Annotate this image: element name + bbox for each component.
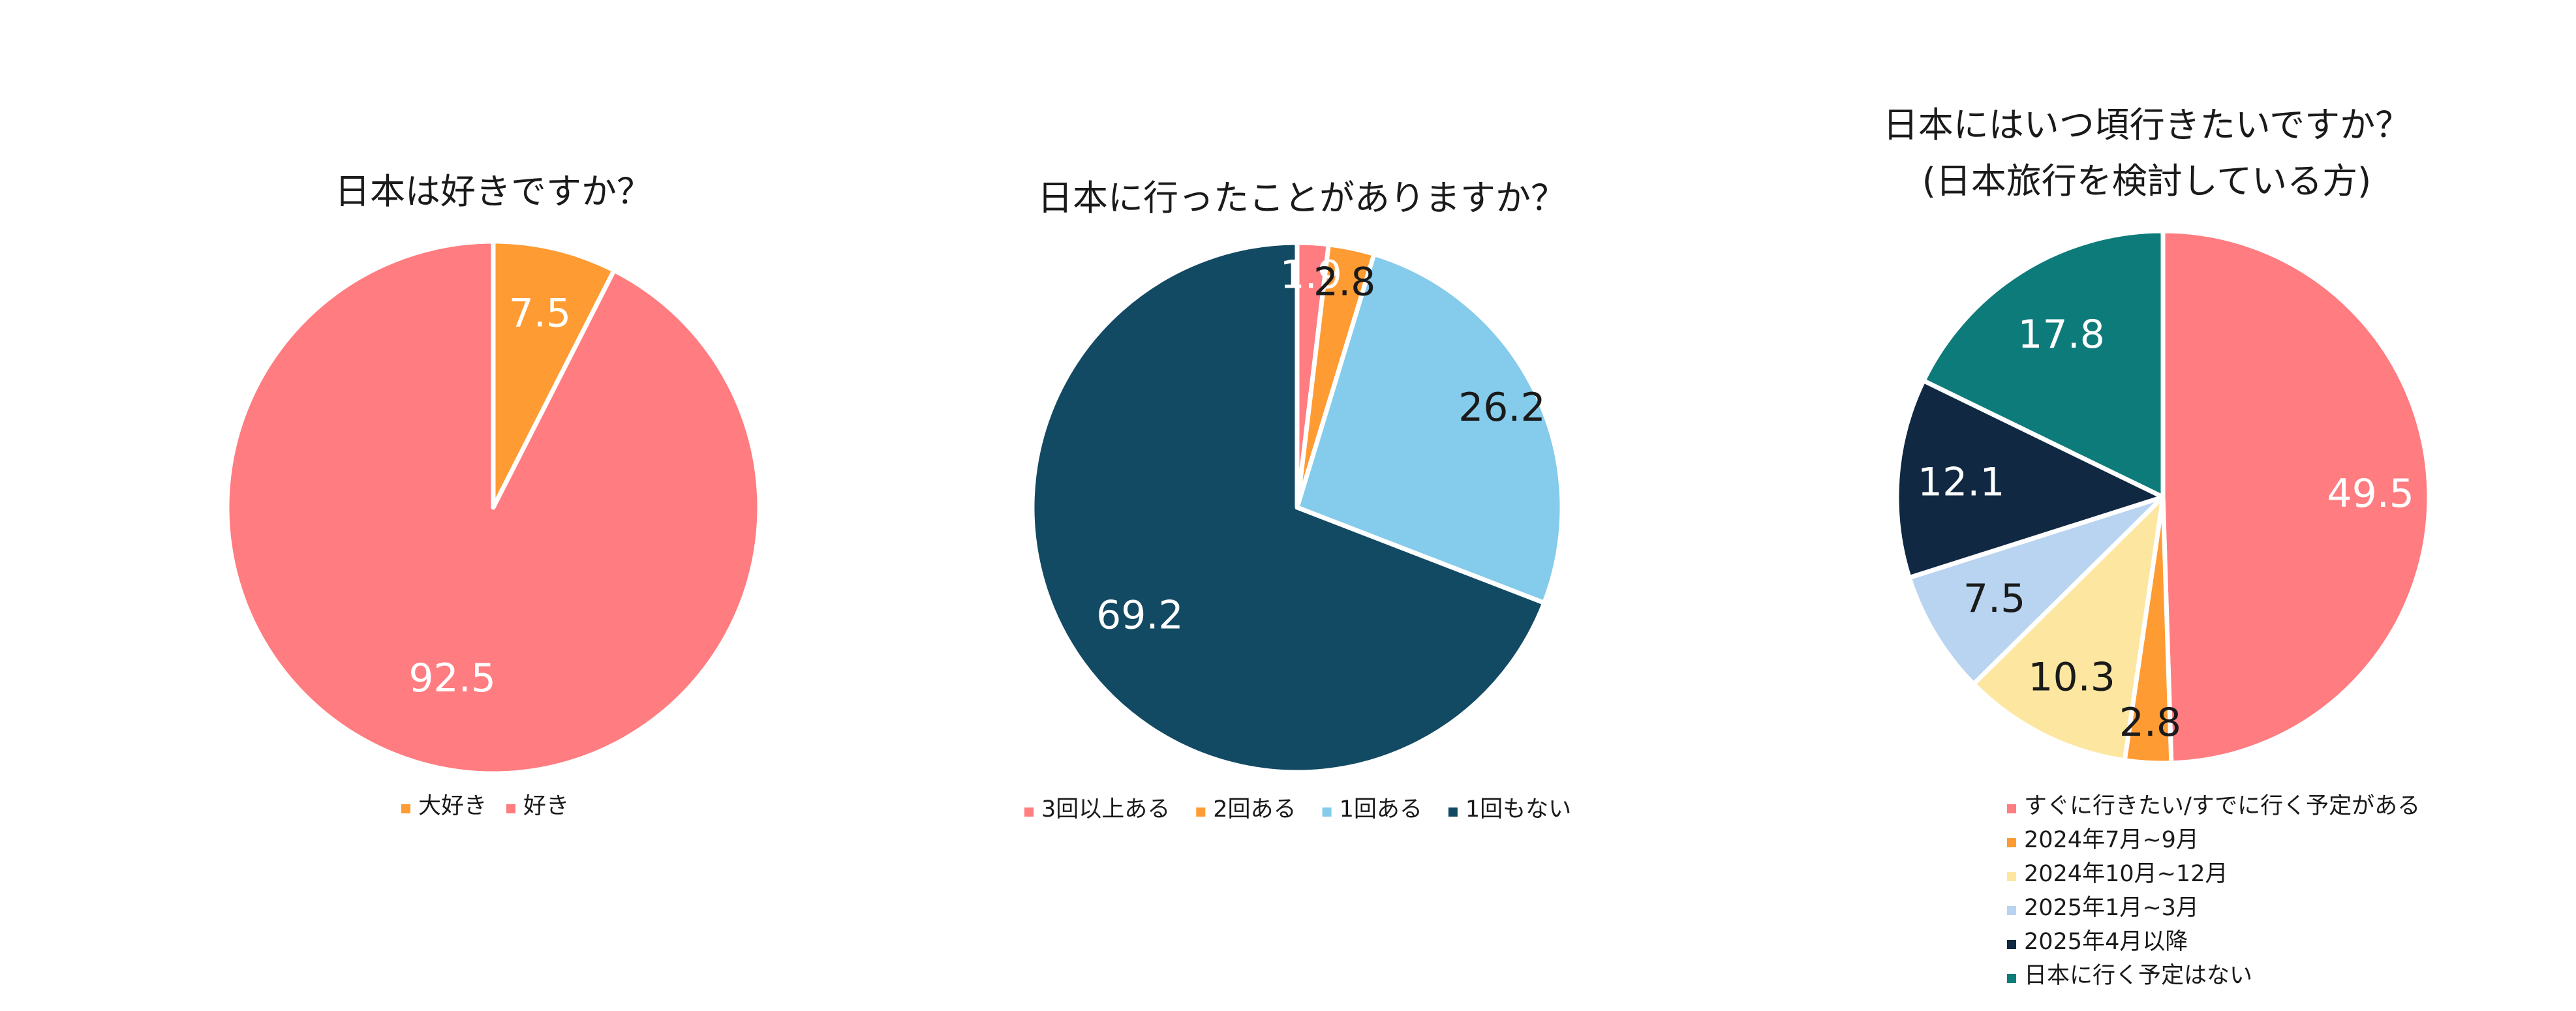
legend-label: 2024年10月~12月 xyxy=(2024,861,2228,887)
pie-slice xyxy=(491,239,617,510)
pie-slice xyxy=(1295,252,1565,605)
pie-slice xyxy=(224,239,762,776)
legend-swatch xyxy=(2007,872,2016,881)
legend-item: 2025年1月~3月 xyxy=(2007,895,2199,921)
legend-swatch xyxy=(1322,807,1332,817)
legend-swatch xyxy=(506,804,516,813)
legend-label: 1回もない xyxy=(1465,796,1571,822)
legend-swatch xyxy=(401,804,410,813)
legend-label: 3回以上ある xyxy=(1041,796,1170,822)
data-label: 2.8 xyxy=(1313,259,1375,305)
legend-label: 1回ある xyxy=(1340,796,1422,822)
legend-item: 2025年4月以降 xyxy=(2007,929,2188,955)
legend-item: 3回以上ある xyxy=(1024,796,1170,822)
legend-swatch xyxy=(2007,974,2016,983)
chart-title: 日本は好きですか？ xyxy=(335,171,652,212)
pie-slice xyxy=(1921,228,2166,500)
legend-label: 日本に行く予定はない xyxy=(2024,963,2252,989)
legend-label: 大好き xyxy=(418,793,487,819)
chart-title: 日本に行ったことがありますか？ xyxy=(1037,177,1566,219)
pie-slice xyxy=(1030,240,1547,775)
pie-slice xyxy=(1894,378,2166,581)
legend-label: 2回ある xyxy=(1213,796,1296,822)
legend-item: 好き xyxy=(506,793,569,819)
legend-label: 2025年1月~3月 xyxy=(2024,895,2199,921)
legend-item: 2024年7月~9月 xyxy=(2007,827,2199,853)
data-label: 1.9 xyxy=(1280,252,1342,297)
chart-legend: すぐに行きたい/すでに行く予定がある 2024年7月~9月 2024年10月~12月… xyxy=(2007,793,2420,989)
data-label: 17.8 xyxy=(2017,312,2105,357)
chart-title-line-2: (日本旅行を検討している方) xyxy=(1922,160,2372,202)
legend-item: 2024年10月~12月 xyxy=(2007,861,2228,887)
legend-label: 2025年4月以降 xyxy=(2024,929,2188,955)
legend-item: 日本に行く予定はない xyxy=(2007,963,2252,989)
pie-slice xyxy=(1971,494,2166,763)
chart-legend: 大好き 好き xyxy=(401,793,569,819)
legend-swatch xyxy=(1196,807,1206,817)
legend-item: すぐに行きたい/すでに行く予定がある xyxy=(2007,793,2420,819)
data-label: 12.1 xyxy=(1918,460,2005,506)
legend-label: 2024年7月~9月 xyxy=(2024,827,2199,853)
legend-swatch xyxy=(2007,906,2016,915)
pie-chart-visited-japan: 日本に行ったことがありますか？ 1.92.8 26.2 69.2 3回以上ある 2回あ… xyxy=(1024,177,1571,822)
legend-item: 2回ある xyxy=(1196,796,1296,822)
legend-item: 1回もない xyxy=(1448,796,1571,822)
pie-slice xyxy=(1907,494,2166,687)
pie-chart-when-visit-japan: 日本にはいつ頃行きたいですか？ (日本旅行を検討している方) 49.5 2.810… xyxy=(1883,104,2432,989)
legend-swatch xyxy=(1448,807,1458,817)
legend-item: 1回ある xyxy=(1322,796,1422,822)
data-label: 69.2 xyxy=(1096,592,1184,638)
data-label: 92.5 xyxy=(408,656,496,701)
legend-label: すぐに行きたい/すでに行く予定がある xyxy=(2024,793,2420,819)
legend-item: 大好き xyxy=(401,793,487,819)
data-label: 7.5 xyxy=(509,290,571,336)
legend-swatch xyxy=(2007,838,2016,847)
chart-title-line-1: 日本にはいつ頃行きたいですか？ xyxy=(1883,104,2410,145)
data-label: 49.5 xyxy=(2327,471,2414,517)
chart-legend: 3回以上ある 2回ある 1回ある 1回もない xyxy=(1024,796,1571,822)
legend-label: 好き xyxy=(523,793,569,819)
data-label: 26.2 xyxy=(1458,385,1546,430)
legend-swatch xyxy=(1024,807,1034,817)
data-label: 2.8 xyxy=(2119,700,2181,746)
legend-swatch xyxy=(2007,804,2016,813)
legend-swatch xyxy=(2007,940,2016,949)
data-label: 7.5 xyxy=(1963,576,2025,622)
data-label: 10.3 xyxy=(2028,655,2115,701)
pie-slice xyxy=(2160,228,2432,766)
pie-chart-likes-japan: 日本は好きですか？ 7.5 92.5 大好き 好き xyxy=(224,171,762,819)
